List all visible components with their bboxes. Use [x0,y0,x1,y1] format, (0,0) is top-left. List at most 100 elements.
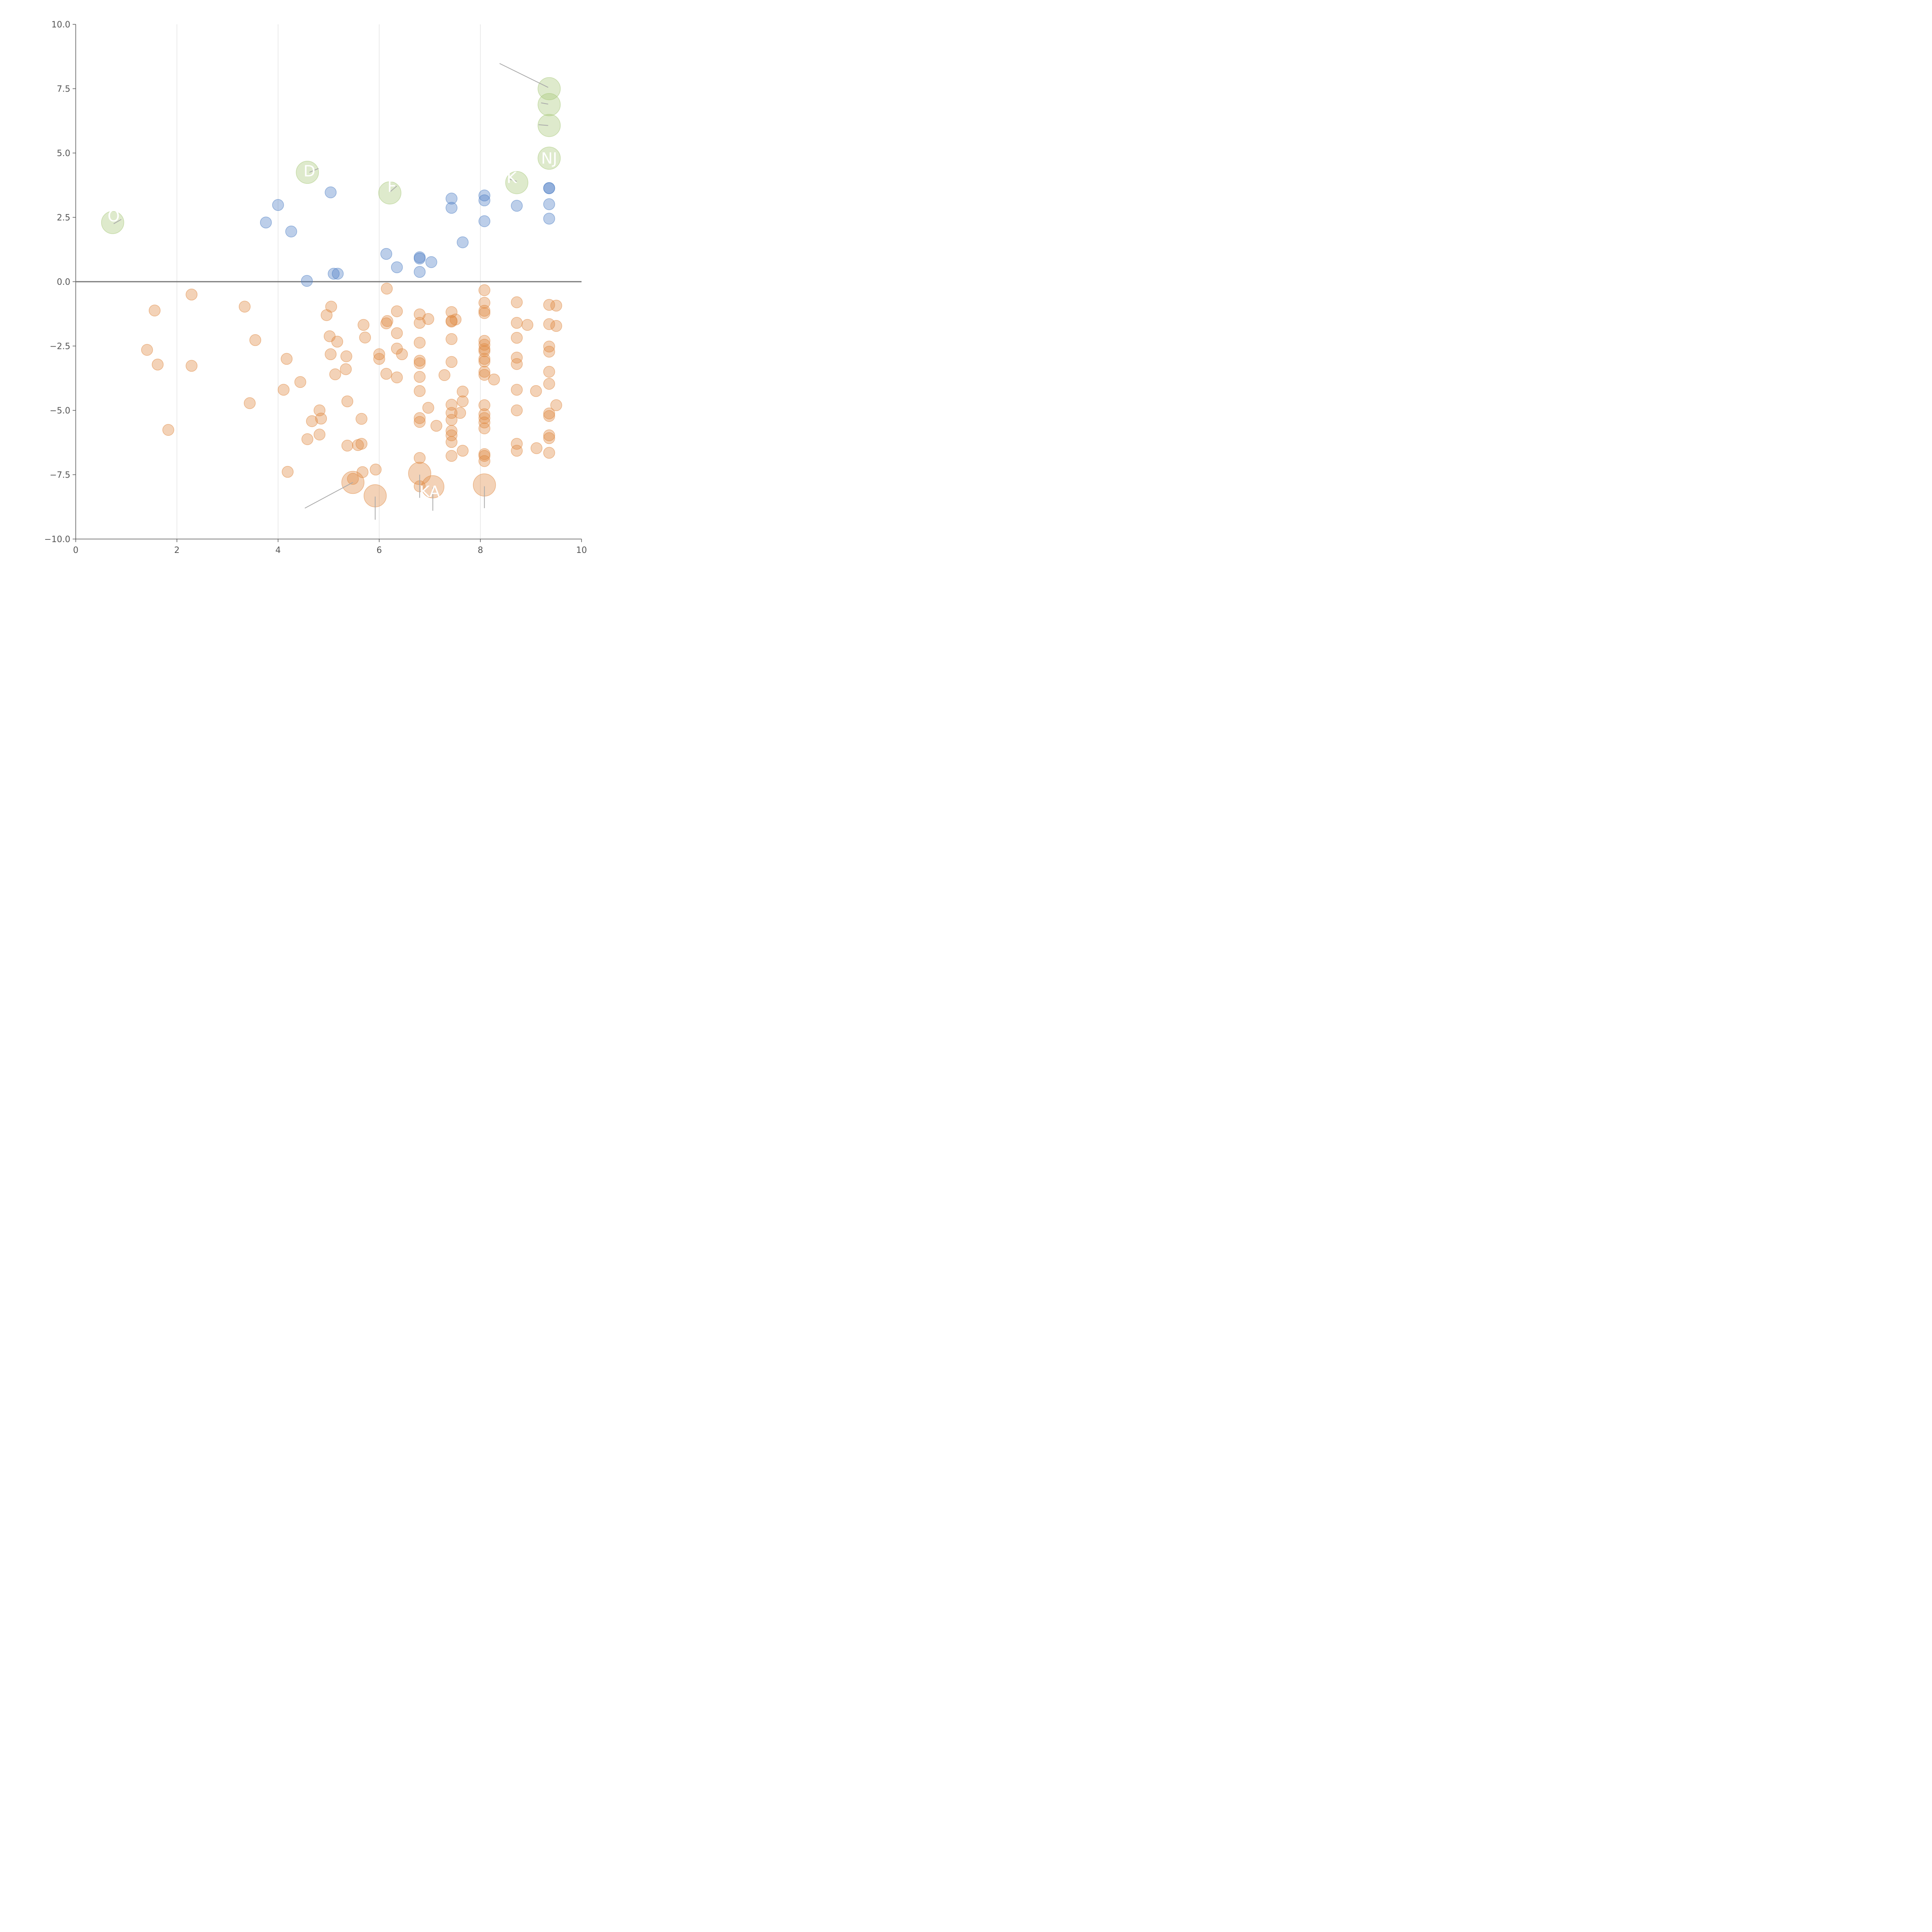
data-point [511,317,523,329]
annotation-leader-line [499,63,549,88]
data-point [162,424,174,436]
annotation-label: D [303,163,315,180]
data-point [543,429,555,441]
data-point [296,161,319,184]
y-tick-label: −2.5 [50,342,70,352]
data-point [347,473,359,485]
data-point [543,432,555,444]
data-point [478,284,490,296]
data-point [439,369,451,381]
data-point [478,338,490,351]
data-point [550,320,562,332]
data-point [285,225,297,238]
data-point [325,301,337,313]
data-point [413,317,426,329]
data-point [446,399,457,411]
y-tick-label: 5.0 [57,149,70,158]
y-tick-label: 7.5 [57,85,70,94]
data-point [413,412,426,424]
data-point [478,412,490,424]
data-point [446,436,457,448]
data-point [422,313,434,325]
data-point [380,368,392,380]
annotation-label: K [507,169,517,187]
data-point [340,363,352,375]
annotation-leader-line [113,219,122,224]
data-point [537,146,561,170]
data-point [511,358,523,370]
data-point [396,348,408,361]
data-point [531,442,543,454]
data-point [543,213,555,225]
y-tick-label: −5.0 [50,406,70,416]
data-point [422,402,434,414]
x-tick-label: 6 [376,546,382,555]
data-point [543,447,555,459]
data-point [446,407,457,419]
x-tick-label: 4 [276,546,281,555]
data-point [511,384,523,396]
y-tick-label: −10.0 [44,535,70,544]
y-tick-label: 0.0 [57,277,70,287]
data-point [331,335,344,348]
annotation-leader-line [508,178,517,182]
data-point [373,348,385,361]
data-point [446,202,457,214]
data-point [543,182,555,194]
data-point [543,318,555,330]
data-point [543,410,555,422]
data-point [446,192,457,205]
data-point [449,313,462,326]
data-point [301,433,313,445]
data-point [511,332,523,344]
data-point [277,384,290,396]
data-point [511,438,523,450]
data-point [550,299,562,312]
data-point [457,236,469,248]
annotation-leader-line [538,124,548,126]
scatter-chart: 0 2 4 6 8 10 −10.0 −7.5 −5.0 −2.5 0.0 2.5 5.0 7.5 10.0… [44,20,587,555]
data-point [313,429,326,440]
data-point [457,395,469,407]
x-tick-label: 8 [478,546,483,555]
data-point [457,386,469,398]
data-point [413,337,426,349]
data-point [511,352,523,364]
data-point [537,93,561,116]
data-point [301,275,313,287]
data-point [446,429,457,441]
data-point [359,332,371,344]
data-point [249,334,261,346]
data-point [543,366,555,378]
data-point [543,340,555,353]
x-tick-label: 10 [576,546,587,555]
data-point [244,397,256,409]
data-point [478,335,490,347]
data-point [341,439,354,452]
data-point [446,356,457,368]
data-point [185,289,198,301]
data-point [413,416,426,428]
data-point [391,327,403,339]
data-point [478,355,490,367]
data-point [478,369,490,381]
data-point [101,211,124,234]
data-point [328,268,340,280]
data-point [543,198,555,210]
annotation-label: F [388,178,396,196]
data-point [446,306,457,318]
data-point [537,77,561,100]
data-point [355,413,367,425]
y-tick-label: 2.5 [57,213,70,223]
data-point [282,466,294,478]
annotation-label: O [107,207,119,225]
data-point [543,407,555,420]
data-point [141,344,153,356]
data-point [341,395,354,407]
data-point [478,408,490,420]
data-point [413,452,426,464]
data-point [413,385,426,397]
data-point [430,420,442,432]
data-point [306,415,318,427]
data-point [478,417,490,429]
